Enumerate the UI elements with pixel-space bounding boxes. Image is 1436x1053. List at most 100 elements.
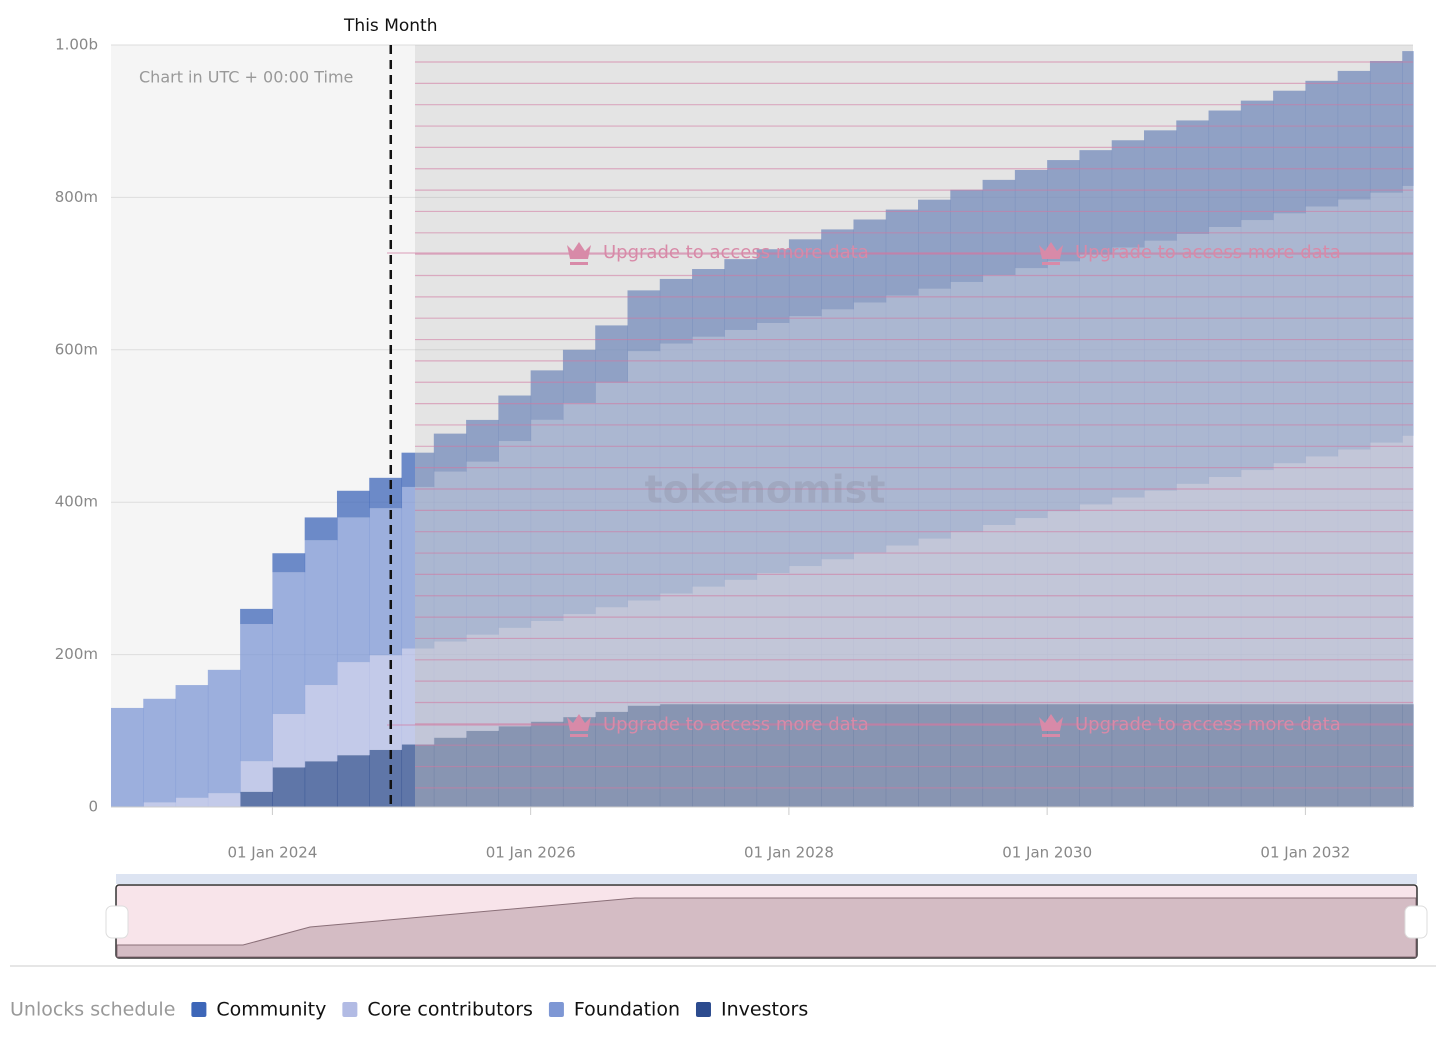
legend-swatch[interactable] <box>695 1002 711 1017</box>
area-step <box>562 403 596 615</box>
legend-label[interactable]: Core contributors <box>367 999 533 1021</box>
area-step <box>562 349 596 404</box>
areas <box>111 51 1414 807</box>
area-step <box>272 714 306 768</box>
area-step <box>1305 80 1339 207</box>
legend: Unlocks schedule Community Core contributo… <box>10 999 808 1021</box>
x-tick-label: 01 Jan 2028 <box>744 844 834 862</box>
area-step <box>1079 704 1113 807</box>
area-step <box>498 627 532 727</box>
area-step <box>659 704 693 807</box>
area-step <box>369 477 403 509</box>
area-step <box>530 621 564 722</box>
area-step <box>627 351 661 601</box>
area-step <box>530 370 564 420</box>
area-step <box>982 704 1016 807</box>
area-step <box>1143 130 1177 241</box>
legend-label[interactable]: Community <box>216 999 326 1021</box>
area-step <box>1014 518 1048 705</box>
upgrade-label: Upgrade to access more data <box>603 242 869 263</box>
area-step <box>401 648 435 745</box>
area-step <box>692 336 725 587</box>
area-step <box>562 614 596 718</box>
area-step <box>724 329 758 580</box>
area-step <box>853 552 887 705</box>
y-tick-label: 0 <box>88 798 98 816</box>
area-step <box>627 600 661 706</box>
area-step <box>369 508 403 656</box>
legend-swatch[interactable] <box>548 1002 564 1017</box>
area-step <box>885 545 919 705</box>
upgrade-label: Upgrade to access more data <box>1075 242 1341 263</box>
area-step <box>885 704 919 807</box>
area-step <box>918 538 951 705</box>
y-tick-label: 1.00b <box>55 36 98 54</box>
area-step <box>240 761 273 792</box>
area-step <box>175 685 209 798</box>
area-step <box>1369 442 1403 705</box>
area-step <box>401 744 435 807</box>
area-step <box>433 471 467 642</box>
area-step <box>1079 150 1113 255</box>
area-step <box>724 579 758 705</box>
legend-label[interactable]: Foundation <box>574 999 680 1021</box>
area-step <box>336 517 370 663</box>
area-step <box>336 662 370 756</box>
legend-label[interactable]: Investors <box>721 999 808 1021</box>
area-step <box>595 382 628 608</box>
area-step <box>950 704 984 807</box>
area-step <box>1176 120 1210 234</box>
area-step <box>788 316 822 567</box>
area-step <box>466 634 499 731</box>
area-step <box>1305 704 1339 807</box>
area-step <box>1240 704 1274 807</box>
area-step <box>1337 199 1371 450</box>
legend-swatch[interactable] <box>191 1002 207 1017</box>
navigator-bar[interactable] <box>116 874 1417 884</box>
area-step <box>821 229 854 310</box>
area-step <box>821 309 854 560</box>
area-step <box>336 755 370 807</box>
area-step <box>1143 704 1177 807</box>
axes: 0 200m 400m 600m 800m 1.00b 01 Jan 2024 01 Jan … <box>55 16 1413 862</box>
legend-title: Unlocks schedule <box>10 999 175 1021</box>
area-step <box>1369 704 1403 807</box>
upgrade-overlay <box>415 45 1413 807</box>
x-tick-label: 01 Jan 2026 <box>486 844 576 862</box>
area-step <box>111 707 144 807</box>
area-step <box>304 540 338 686</box>
area-step <box>240 791 273 807</box>
chart-note: Chart in UTC + 00:00 Time <box>139 68 353 87</box>
legend-swatch[interactable] <box>342 1002 358 1017</box>
area-step <box>627 705 661 807</box>
area-step <box>401 486 435 649</box>
area-step <box>1402 704 1414 807</box>
area-step <box>530 721 564 807</box>
watermark: tokenomist <box>645 468 886 512</box>
upgrade-label: Upgrade to access more data <box>603 714 869 735</box>
area-step <box>950 189 984 282</box>
crown-icon <box>1039 242 1063 265</box>
area-step <box>788 704 822 807</box>
area-step <box>207 669 241 794</box>
area-step <box>1014 268 1048 519</box>
area-step <box>595 325 628 383</box>
area-step <box>1240 220 1274 471</box>
area-step <box>659 278 693 344</box>
area-step <box>1337 704 1371 807</box>
area-step <box>1273 704 1306 807</box>
area-step <box>272 572 306 715</box>
area-step <box>821 704 854 807</box>
y-tick-label: 800m <box>55 188 98 206</box>
area-step <box>853 704 887 807</box>
area-step <box>272 553 306 573</box>
area-step <box>821 559 854 705</box>
crown-icon <box>1039 714 1063 737</box>
area-step <box>1111 704 1145 807</box>
area-step <box>175 797 209 807</box>
navigator-handle-right[interactable] <box>1404 905 1428 939</box>
area-step <box>433 641 467 738</box>
navigator-handle-left[interactable] <box>105 905 129 939</box>
area-step <box>918 704 951 807</box>
